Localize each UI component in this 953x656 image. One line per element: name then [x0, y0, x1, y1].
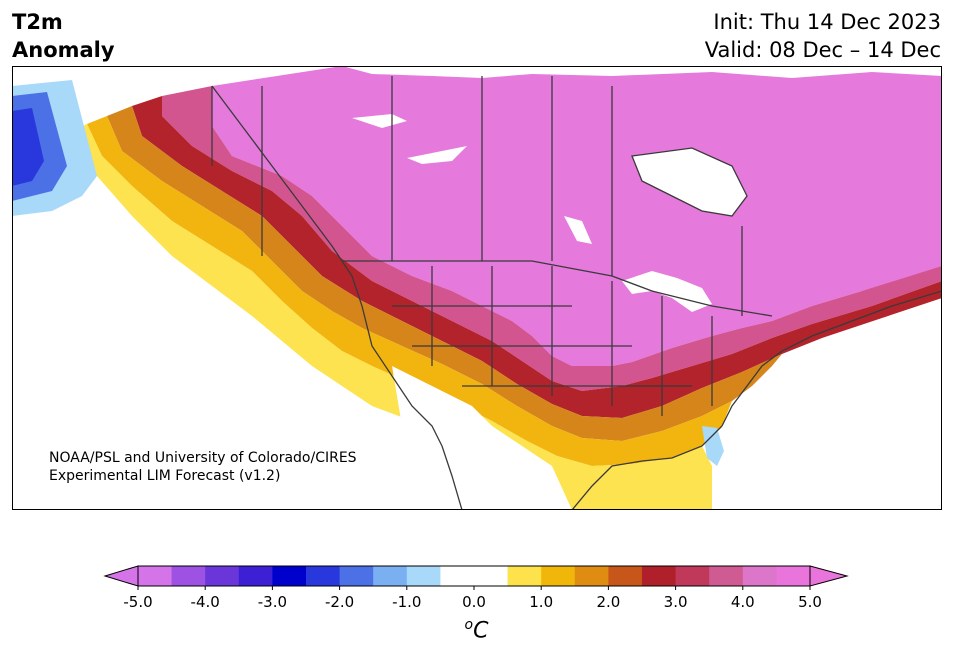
colorbar-tick-label: 3.0 — [664, 593, 688, 611]
units-superscript: o — [464, 617, 474, 633]
anomaly-neutral-sw — [392, 366, 572, 510]
hudson-bay — [632, 148, 747, 216]
colorbar-swatch — [138, 566, 173, 586]
lake-1 — [352, 114, 407, 128]
great-lakes — [622, 271, 712, 312]
title-line-2: Anomaly — [12, 38, 115, 62]
colorbar-tick-label: 5.0 — [798, 593, 822, 611]
anomaly-cold-deep — [12, 108, 44, 186]
init-date: Init: Thu 14 Dec 2023 — [713, 10, 941, 34]
colorbar-tick-label: 1.0 — [529, 593, 553, 611]
colorbar-tick-label: 2.0 — [596, 593, 620, 611]
forecast-dates: Init: Thu 14 Dec 2023 Valid: 08 Dec – 14… — [705, 8, 941, 64]
colorbar-extend-low — [103, 565, 139, 587]
colorbar-tick-label: 0.0 — [462, 593, 486, 611]
arctic-water — [342, 66, 942, 78]
colorbar-swatch — [541, 566, 576, 586]
colorbar-swatch — [709, 566, 744, 586]
colorbar-tick-label: -3.0 — [258, 593, 287, 611]
colorbar-swatch — [742, 566, 777, 586]
credit-text: NOAA/PSL and University of Colorado/CIRE… — [49, 449, 357, 485]
colorbar-tick-label: 4.0 — [731, 593, 755, 611]
colorbar-swatch — [339, 566, 374, 586]
colorbar-tick-label: -2.0 — [325, 593, 354, 611]
valid-date: Valid: 08 Dec – 14 Dec — [704, 38, 941, 62]
colorbar-swatch — [171, 566, 206, 586]
colorbar-tick-label: -1.0 — [392, 593, 421, 611]
hudson-bay-coast — [631, 147, 748, 217]
anomaly-florida — [702, 426, 724, 466]
colorbar-swatch — [675, 566, 710, 586]
colorbar-swatch — [373, 566, 408, 586]
pacific-coast — [211, 85, 463, 510]
canada-us-border — [342, 260, 773, 317]
province-lines — [261, 76, 743, 316]
colorbar-swatch — [608, 566, 643, 586]
map-title: T2m Anomaly — [12, 8, 115, 64]
colorbar-extend-high — [809, 565, 849, 587]
colorbar-units: oC — [0, 617, 953, 643]
units-symbol: C — [473, 618, 489, 644]
colorbar-swatch — [474, 566, 509, 586]
colorbar-swatch — [205, 566, 240, 586]
anomaly-magenta — [212, 66, 942, 366]
colorbar-swatch — [507, 566, 542, 586]
colorbar-swatch — [440, 566, 475, 586]
anomaly-darkorange — [107, 106, 782, 441]
state-lines — [392, 266, 713, 416]
colorbar-swatch — [272, 566, 307, 586]
colorbar-swatch — [238, 566, 273, 586]
anomaly-yellow — [72, 124, 712, 510]
title-line-1: T2m — [12, 10, 63, 34]
colorbar-swatch — [574, 566, 609, 586]
colorbar-swatch — [776, 566, 811, 586]
anomaly-map — [12, 66, 942, 510]
colorbar-tick-label: -4.0 — [191, 593, 220, 611]
lake-2 — [407, 146, 467, 164]
credit-line-1: NOAA/PSL and University of Colorado/CIRE… — [49, 450, 357, 466]
colorbar: -5.0 -4.0 -3.0 -2.0 -1.0 0.0 1.0 2.0 3.0 4.0 5.0 — [103, 565, 849, 611]
anomaly-orange — [87, 116, 732, 466]
credit-line-2: Experimental LIM Forecast (v1.2) — [49, 468, 281, 484]
map-frame — [12, 66, 942, 510]
gulf-coast — [571, 425, 723, 510]
colorbar-swatch — [306, 566, 341, 586]
colorbar-swatch — [642, 566, 677, 586]
atlantic-coast — [721, 290, 942, 427]
lake-3 — [564, 216, 592, 244]
colorbar-swatch — [406, 566, 441, 586]
colorbar-tick-label: -5.0 — [123, 593, 152, 611]
